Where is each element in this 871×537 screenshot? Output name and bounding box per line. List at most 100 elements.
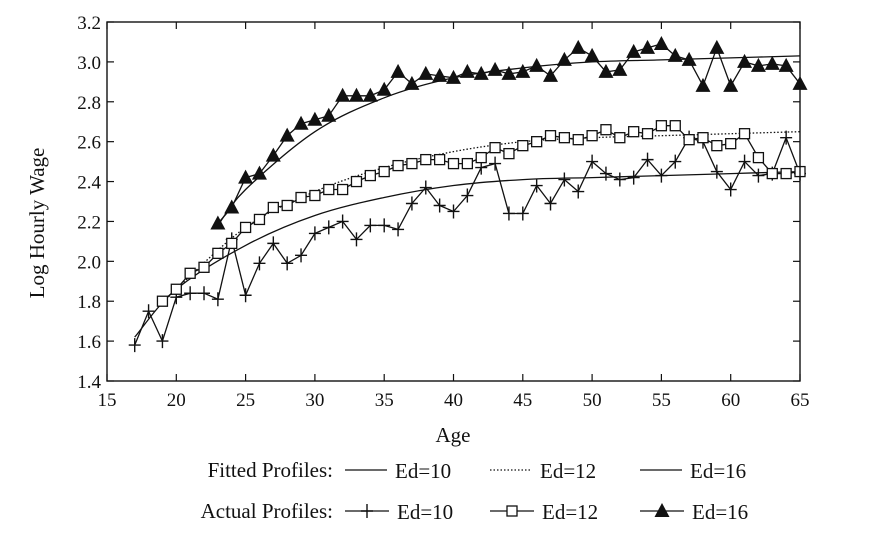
legend-actual-marker [506, 505, 518, 517]
data-point-ed16 [224, 199, 240, 214]
data-point-ed12 [239, 221, 252, 234]
data-point-ed16 [432, 67, 448, 82]
data-point-ed16 [459, 63, 475, 78]
data-point-ed10 [738, 154, 751, 169]
data-point-ed10 [710, 164, 723, 179]
data-point-ed16 [529, 57, 545, 72]
plot-area [128, 35, 808, 353]
data-point-ed16 [348, 87, 364, 102]
y-tick-label: 2.2 [77, 212, 101, 233]
data-point-ed12 [489, 141, 501, 154]
x-tick-label: 35 [375, 390, 394, 411]
data-point-ed12 [475, 151, 487, 164]
x-tick-label: 25 [236, 390, 255, 411]
data-point-ed16 [335, 87, 351, 102]
x-tick-label: 40 [444, 390, 463, 411]
data-point-ed10 [586, 154, 599, 169]
data-point-ed10 [253, 256, 266, 271]
data-point-ed16 [612, 61, 628, 76]
y-tick-label: 3.2 [77, 13, 101, 34]
legend: Fitted Profiles: Actual Profiles: Ed=10 E… [201, 458, 749, 524]
data-point-ed16 [556, 51, 572, 66]
data-point-ed10 [433, 198, 446, 213]
data-point-ed12 [600, 124, 612, 136]
data-point-ed10 [184, 286, 197, 301]
x-tick-label: 30 [305, 390, 324, 411]
data-point-ed16 [695, 77, 711, 92]
data-point-ed12 [364, 169, 376, 182]
data-point-ed12 [641, 128, 654, 140]
y-tick-label: 2.8 [77, 93, 101, 114]
data-point-ed16 [265, 147, 281, 162]
data-point-ed12 [697, 132, 709, 144]
data-point-ed10 [669, 154, 682, 169]
data-point-ed12 [420, 153, 432, 166]
data-point-ed10 [128, 338, 141, 353]
data-point-ed12 [309, 189, 321, 202]
data-point-ed10 [267, 236, 280, 251]
data-point-ed10 [627, 170, 640, 185]
data-point-ed10 [530, 178, 543, 193]
data-point-ed10 [364, 218, 377, 233]
data-point-ed16 [238, 169, 254, 184]
legend-actual-entry: Ed=12 [542, 500, 598, 524]
data-point-ed16 [515, 63, 531, 78]
y-tick-label: 2.4 [77, 173, 101, 194]
x-tick-label: 55 [652, 390, 671, 411]
data-point-ed12 [350, 175, 363, 188]
data-point-ed16 [390, 63, 406, 78]
data-point-ed10 [142, 304, 155, 319]
data-point-ed16 [778, 57, 794, 72]
data-point-ed16 [750, 57, 766, 72]
data-point-ed12 [156, 295, 169, 307]
data-point-ed10 [336, 214, 349, 229]
data-point-ed10 [780, 130, 793, 145]
data-point-ed12 [170, 283, 182, 295]
data-point-ed10 [156, 334, 169, 349]
data-point-ed16 [446, 69, 461, 84]
data-point-ed12 [711, 140, 723, 152]
data-point-ed12 [253, 213, 266, 226]
data-point-ed12 [752, 151, 765, 164]
data-point-ed10 [516, 206, 529, 221]
data-point-ed10 [544, 196, 557, 211]
data-point-ed12 [267, 201, 279, 214]
data-point-ed12 [738, 128, 751, 140]
data-point-ed12 [531, 136, 543, 148]
data-point-ed16 [321, 107, 337, 122]
data-point-ed10 [308, 226, 321, 241]
data-point-ed12 [503, 147, 515, 160]
data-point-ed12 [572, 134, 584, 146]
data-point-ed12 [766, 167, 778, 180]
data-point-ed16 [251, 165, 267, 180]
data-point-ed16 [709, 39, 725, 54]
data-point-ed16 [737, 53, 753, 68]
x-axis-label: Age [436, 423, 471, 447]
data-point-ed10 [558, 172, 571, 187]
data-point-ed10 [599, 166, 612, 181]
data-point-ed16 [570, 39, 586, 54]
x-tick-label: 20 [167, 390, 186, 411]
data-point-ed12 [725, 138, 737, 150]
data-point-ed16 [598, 63, 614, 78]
data-point-ed12 [683, 134, 695, 146]
data-point-ed10 [239, 288, 252, 303]
data-point-ed10 [752, 168, 765, 183]
data-point-ed16 [681, 51, 697, 66]
data-point-ed10 [641, 152, 654, 167]
data-point-ed10 [572, 184, 585, 199]
data-point-ed16 [418, 65, 434, 80]
data-point-ed10 [211, 292, 224, 307]
data-point-ed10 [461, 188, 474, 203]
data-point-ed10 [447, 204, 460, 219]
y-tick-label: 1.4 [77, 372, 101, 393]
data-point-ed16 [584, 47, 600, 62]
y-tick-label: 3.0 [77, 53, 101, 74]
data-point-ed16 [293, 115, 309, 130]
data-point-ed10 [281, 256, 294, 271]
data-point-ed16 [723, 77, 739, 92]
data-point-ed12 [558, 132, 571, 144]
x-tick-label: 15 [98, 390, 117, 411]
data-point-ed12 [669, 120, 681, 132]
